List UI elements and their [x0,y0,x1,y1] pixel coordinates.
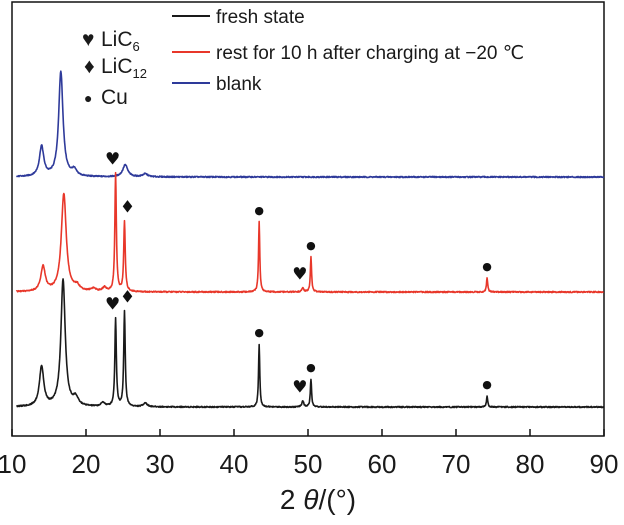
peak-marker: ♦ [120,197,135,217]
peak-marker: ♥ [105,295,120,315]
peak-marker: ● [306,239,316,252]
peak-marker: ♥ [105,150,120,170]
phase-marker-cu-name: Cu [101,86,128,109]
legend-entry-blank: blank [172,74,262,95]
trace-rest [15,171,605,294]
peak-marker: ♦ [120,288,135,308]
x-tick-label: 80 [516,449,545,479]
peak-marker: ♥ [292,265,307,285]
phase-marker-lic12: ♦ LiC12 [84,55,147,81]
phase-marker-cu-symbol: ● [84,90,92,106]
trace-blank [15,70,605,179]
legend-label-rest: rest for 10 h after charging at −20 ℃ [216,43,524,64]
phase-marker-lic6-name: LiC [101,28,133,51]
x-tick-label: 40 [220,449,249,479]
trace-fresh [16,278,605,409]
legend-label-blank: blank [216,74,262,95]
peak-marker: ● [482,260,492,273]
svg-text:LiC6: LiC6 [101,28,140,54]
x-axis-title-suffix: /(°) [318,484,356,515]
phase-marker-lic12-symbol: ♦ [84,55,95,78]
x-tick-label: 60 [368,449,397,479]
peak-marker: ● [254,204,264,217]
phase-marker-lic12-sub: 12 [133,66,147,81]
x-tick-label: 70 [442,449,471,479]
x-axis-title: 2 θ/(°) [280,484,356,515]
peak-markers: ♥♦ ●♥●●♥ ♦●♥●● [105,150,492,398]
traces [15,70,605,409]
legend-entry-rest: rest for 10 h after charging at −20 ℃ [172,43,524,64]
phase-marker-lic12-name: LiC [101,55,133,78]
svg-text:LiC12: LiC12 [101,55,147,81]
peak-marker: ● [306,361,316,374]
legend-label-fresh: fresh state [216,7,305,28]
phase-marker-legend: ♥ LiC6 ♦ LiC12 ● Cu [82,28,147,109]
peak-marker: ♥ [292,378,307,398]
phase-marker-cu: ● Cu [84,86,128,109]
legend-entry-fresh: fresh state [172,7,305,28]
peak-marker: ● [482,378,492,391]
x-axis-title-prefix: 2 [280,484,303,515]
x-tick-label: 90 [590,449,619,479]
x-tick-label: 50 [294,449,323,479]
x-axis-ticks: 10 20 30 40 50 60 70 80 90 [0,429,618,479]
x-tick-label: 10 [0,449,26,479]
phase-marker-lic6-symbol: ♥ [82,28,94,51]
phase-marker-lic6-sub: 6 [133,39,140,54]
svg-text:Cu: Cu [101,86,128,109]
x-tick-label: 20 [72,449,101,479]
x-axis-title-symbol: θ [303,484,318,515]
peak-marker: ● [254,326,264,339]
series-legend: fresh state rest for 10 h after charging… [172,7,524,95]
x-tick-label: 30 [146,449,175,479]
phase-marker-lic6: ♥ LiC6 [82,28,140,54]
